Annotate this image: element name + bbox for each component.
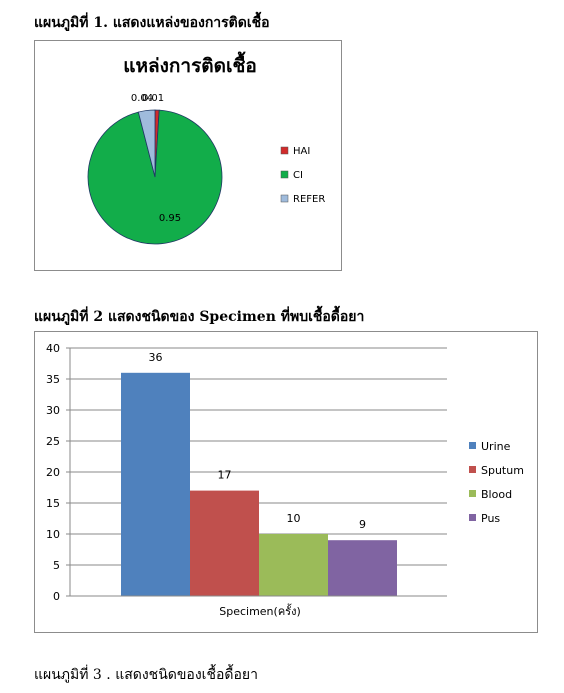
legend-label-refer: REFER [293, 194, 325, 205]
y-tick-label: 20 [46, 466, 60, 479]
legend-swatch-hai [280, 146, 289, 155]
bar-urine [121, 372, 190, 596]
y-tick-label: 0 [53, 590, 60, 603]
bar-pus [328, 540, 397, 596]
bar-data-label-urine: 36 [149, 351, 163, 364]
y-tick-label: 5 [53, 559, 60, 572]
pie-data-label-refer: 0.04 [131, 93, 153, 104]
bar-blood [259, 534, 328, 596]
bar-data-label-sputum: 17 [218, 469, 232, 482]
figure2-caption: แผนภูมิที่ 2 แสดงชนิดของ Specimen ที่พบเ… [34, 309, 365, 325]
legend-label-pus: Pus [481, 512, 500, 525]
pie-chart: แหล่งการติดเชื้อ 0.01 0.95 0.04 HAI CI REFER [34, 40, 342, 271]
y-tick-label: 35 [46, 373, 60, 386]
bar-y-tick-labels: 0 5 10 15 20 25 30 35 40 [46, 342, 60, 603]
legend-label-sputum: Sputum [481, 464, 524, 477]
bar-bars [121, 372, 397, 596]
bar-data-labels: 36 17 10 9 [149, 351, 367, 531]
bar-data-label-blood: 10 [287, 512, 301, 525]
y-tick-label: 30 [46, 404, 60, 417]
legend-swatch-sputum [469, 466, 476, 473]
y-tick-label: 40 [46, 342, 60, 355]
legend-label-ci: CI [293, 170, 303, 181]
figure1-caption: แผนภูมิที่ 1. แสดงแหล่งของการติดเชื้อ [34, 15, 270, 31]
bar-x-axis-label: Specimen(ครั้ง) [219, 603, 301, 618]
pie-data-labels: 0.01 0.95 0.04 [131, 93, 181, 224]
pie-chart-title: แหล่งการติดเชื้อ [123, 51, 257, 77]
bar-legend: Urine Sputum Blood Pus [469, 440, 524, 525]
pie-chart-svg: แหล่งการติดเชื้อ 0.01 0.95 0.04 HAI CI REFER [87, 51, 325, 245]
legend-swatch-blood [469, 490, 476, 497]
legend-label-hai: HAI [293, 146, 310, 157]
legend-swatch-pus [469, 514, 476, 521]
legend-swatch-urine [469, 442, 476, 449]
pie-data-label-ci: 0.95 [159, 213, 181, 224]
figure3-caption: แผนภูมิที่ 3 . แสดงชนิดของเชื้อดื้อยา [34, 667, 258, 683]
bar-sputum [190, 490, 259, 596]
y-tick-label: 10 [46, 528, 60, 541]
pie-slices [87, 109, 223, 245]
bar-chart: 0 5 10 15 20 25 30 35 40 36 17 10 9 Specimen(ครั้ง)… [34, 331, 538, 633]
legend-swatch-ci [280, 170, 289, 179]
bar-chart-svg: 0 5 10 15 20 25 30 35 40 36 17 10 9 Specimen(ครั้ง)… [46, 342, 524, 618]
pie-data-label-hai: 0.01 [142, 93, 164, 104]
pie-legend: HAI CI REFER [280, 146, 325, 205]
legend-swatch-refer [280, 194, 289, 203]
pie-slice-refer [137, 109, 156, 178]
bar-axes [66, 347, 447, 597]
y-tick-label: 25 [46, 435, 60, 448]
y-tick-label: 15 [46, 497, 60, 510]
legend-label-urine: Urine [481, 440, 511, 453]
bar-data-label-pus: 9 [359, 518, 366, 531]
legend-label-blood: Blood [481, 488, 512, 501]
